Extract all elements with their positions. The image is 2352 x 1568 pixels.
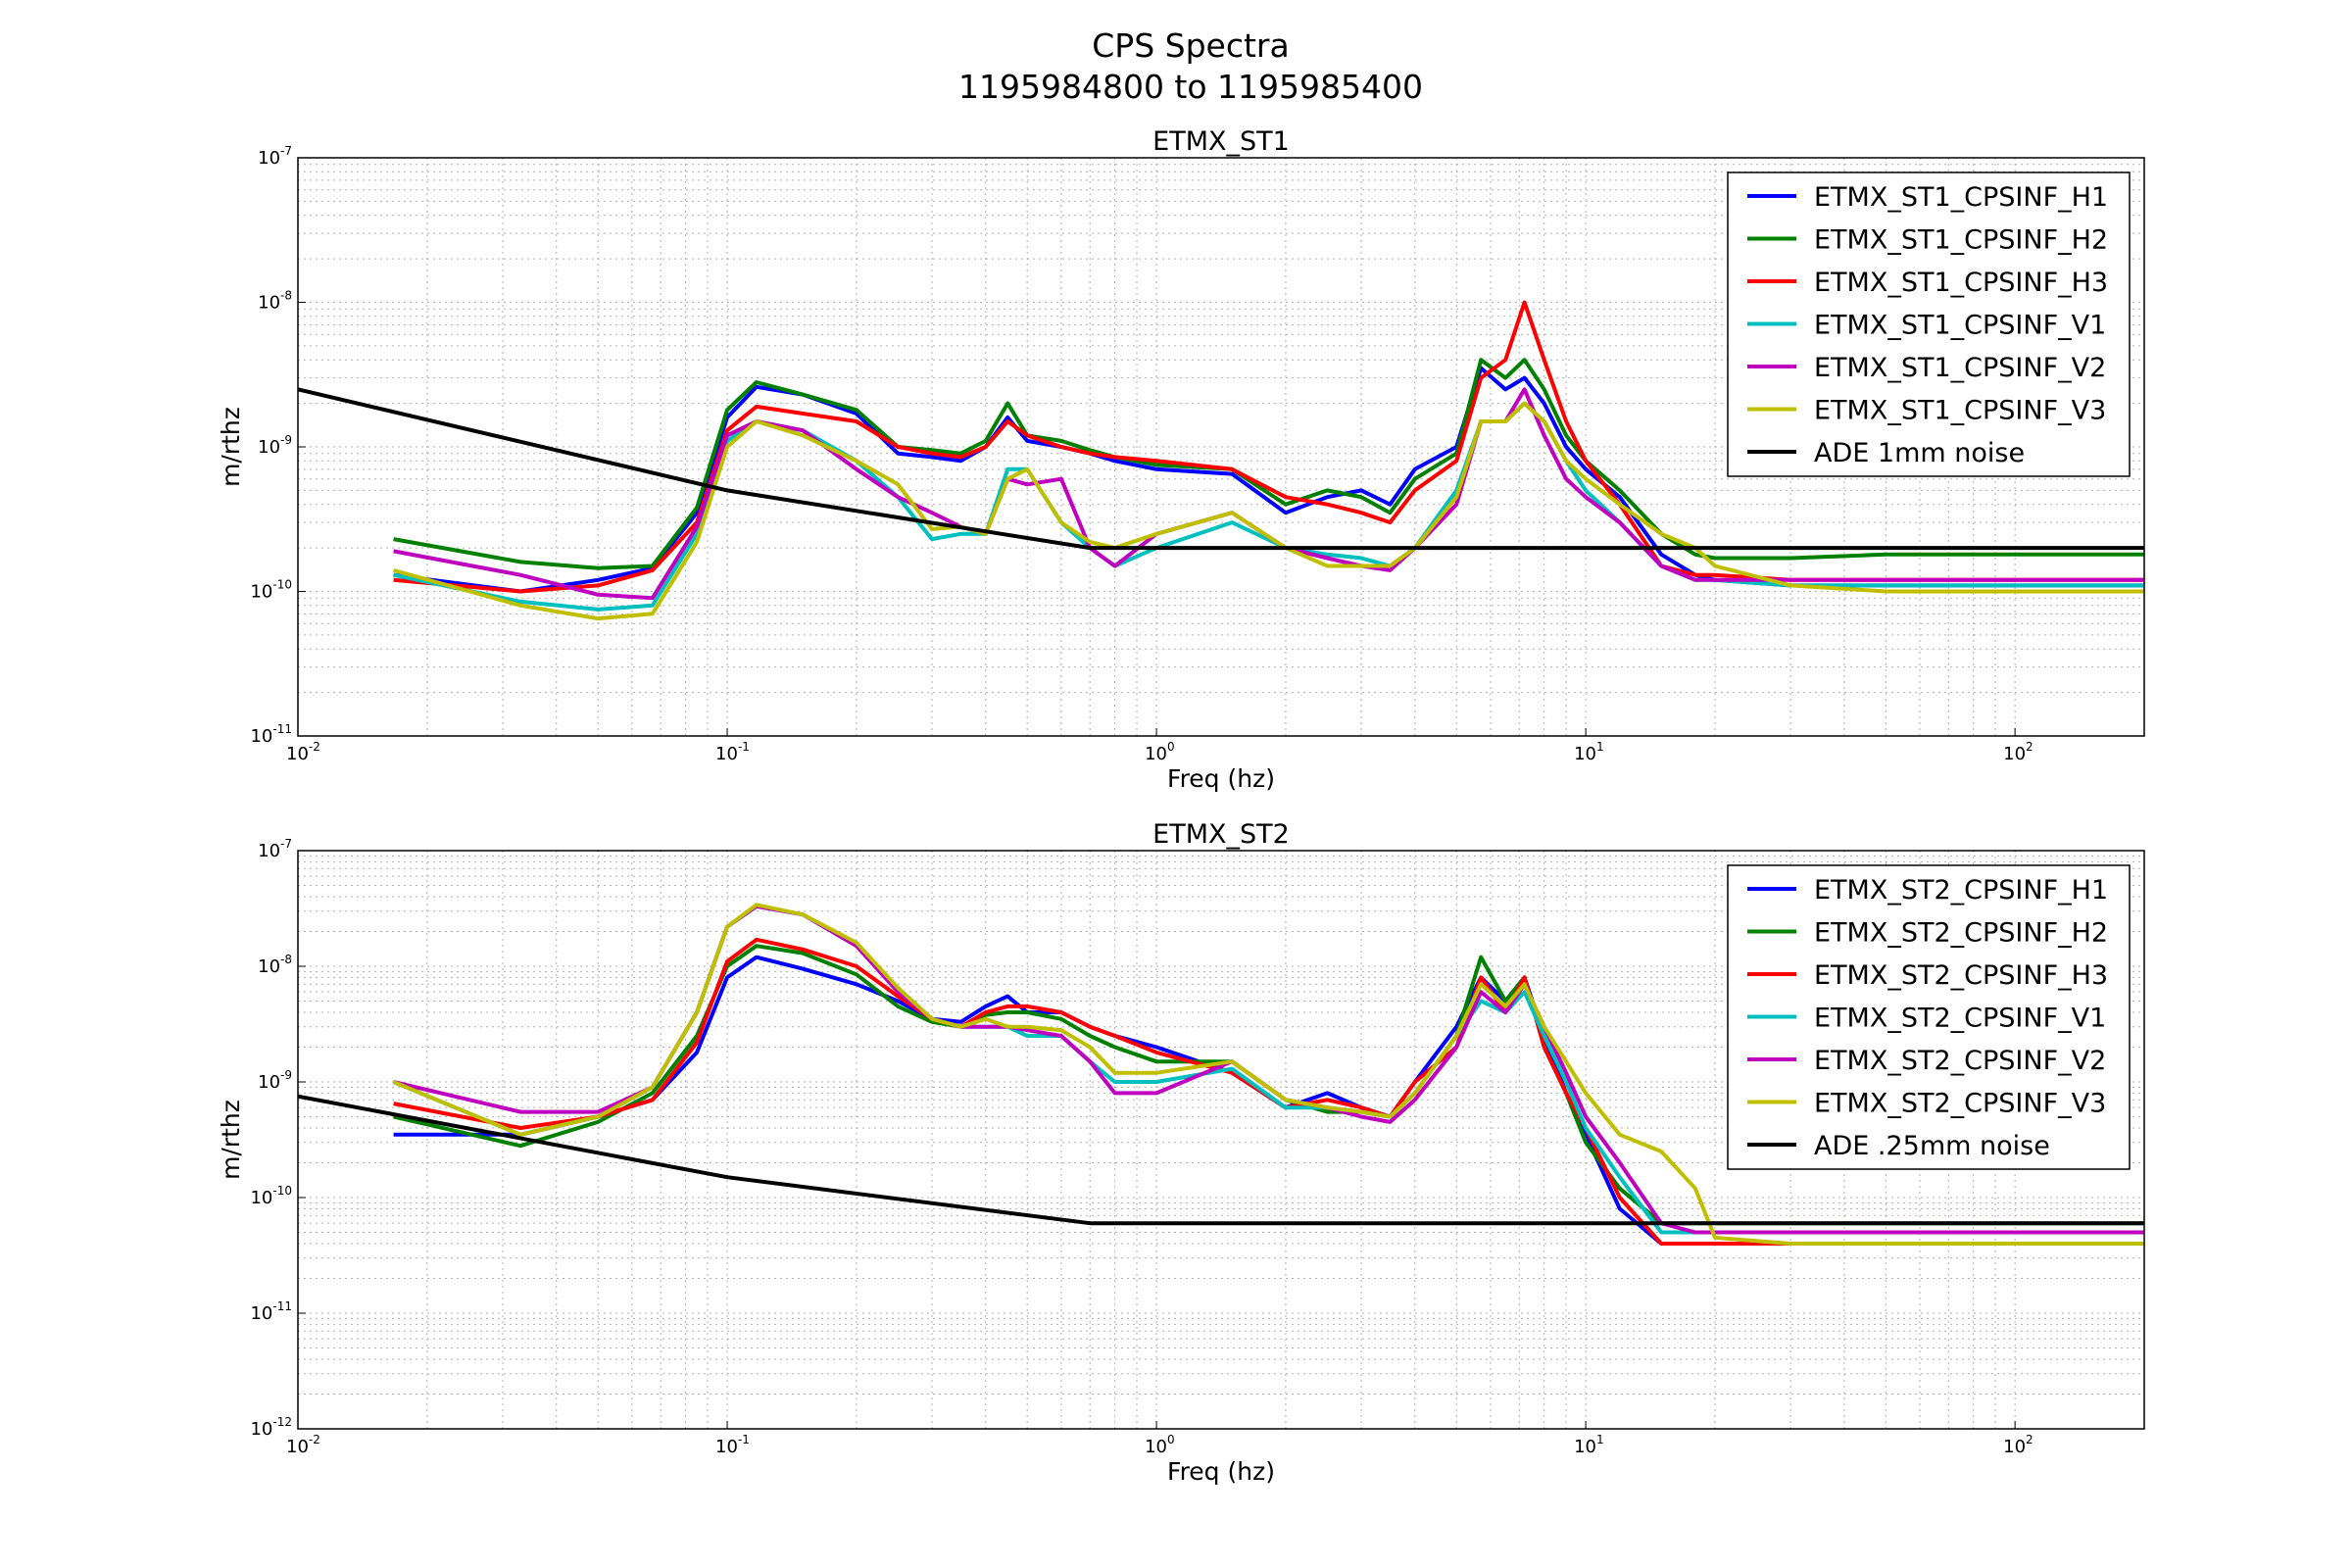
legend-label: ETMX_ST1_CPSINF_H3 [1814, 268, 2108, 298]
x-tick-labels: 10-2 10-1 100 101 102 [286, 1421, 2034, 1457]
series-line-etmx-st1-cpsinf-h1 [393, 366, 2144, 594]
y-axis-label: m/rthz [217, 1100, 245, 1180]
x-tick-label: 102 [2003, 740, 2034, 764]
x-axis-label: Freq (hz) [1167, 764, 1275, 793]
y-tick-label: 10-7 [258, 837, 292, 861]
legend-label: ETMX_ST2_CPSINF_V3 [1814, 1089, 2106, 1119]
panel-etmx-st1: 10-2 10-1 100 101 102 10-11 10-10 10-9 10-8 10-7 E… [217, 126, 2145, 793]
y-tick-label: 10-10 [250, 578, 292, 603]
series-line-ade-1mm-noise [298, 387, 2144, 551]
x-tick-label: 10-1 [715, 1433, 750, 1457]
x-tick-label: 10-2 [286, 740, 320, 764]
series-line-etmx-st1-cpsinf-h2 [393, 358, 2144, 570]
legend-label: ETMX_ST1_CPSINF_H1 [1814, 182, 2108, 213]
x-tick-label: 100 [1145, 1433, 1175, 1457]
legend-label: ETMX_ST1_CPSINF_V1 [1814, 311, 2106, 341]
x-tick-label: 101 [1574, 740, 1604, 764]
y-tick-label: 10-8 [258, 289, 292, 314]
y-tick-label: 10-10 [250, 1184, 292, 1208]
legend-label: ETMX_ST1_CPSINF_V2 [1814, 353, 2106, 383]
series-line-ade-25mm-noise [298, 1094, 2144, 1226]
legend: ETMX_ST2_CPSINF_H1 ETMX_ST2_CPSINF_H2 ETMX… [1727, 864, 2131, 1170]
legend-label: ETMX_ST1_CPSINF_H2 [1814, 225, 2108, 256]
series-line-etmx-st1-cpsinf-h3 [393, 300, 2144, 594]
x-tick-labels: 10-2 10-1 100 101 102 [286, 728, 2034, 764]
y-tick-label: 10-7 [258, 144, 292, 169]
x-tick-label: 102 [2003, 1433, 2034, 1457]
y-tick-label: 10-9 [258, 1068, 292, 1093]
axes-title: ETMX_ST2 [1152, 819, 1290, 850]
legend-label: ETMX_ST2_CPSINF_H2 [1814, 918, 2108, 949]
series-line-etmx-st2-cpsinf-v3 [392, 903, 2144, 1246]
y-axis-label: m/rthz [217, 407, 245, 487]
legend-label: ETMX_ST2_CPSINF_H1 [1814, 875, 2108, 906]
y-tick-label: 10-11 [250, 722, 292, 747]
legend-label: ETMX_ST2_CPSINF_H3 [1814, 960, 2108, 991]
series-line-etmx-st1-cpsinf-v3 [393, 401, 2144, 621]
y-tick-labels: 10-12 10-11 10-10 10-9 10-8 10-7 [250, 837, 306, 1440]
x-tick-label: 10-1 [715, 740, 750, 764]
panel-etmx-st2: 10-2 10-1 100 101 102 10-12 10-11 10-10 10-9 10-8… [217, 819, 2145, 1486]
series-group [298, 903, 2144, 1246]
series-group [298, 300, 2144, 621]
x-tick-label: 101 [1574, 1433, 1604, 1457]
legend: ETMX_ST1_CPSINF_H1 ETMX_ST1_CPSINF_H2 ETMX… [1727, 172, 2131, 477]
x-tick-label: 100 [1145, 740, 1175, 764]
legend-label: ETMX_ST2_CPSINF_V2 [1814, 1046, 2106, 1076]
y-tick-label: 10-12 [250, 1415, 292, 1440]
y-tick-label: 10-8 [258, 953, 292, 977]
y-tick-labels: 10-11 10-10 10-9 10-8 10-7 [250, 144, 306, 747]
axes-title: ETMX_ST1 [1152, 126, 1290, 157]
legend-label: ETMX_ST1_CPSINF_V3 [1814, 396, 2106, 426]
legend-label: ETMX_ST2_CPSINF_V1 [1814, 1004, 2106, 1034]
x-tick-label: 10-2 [286, 1433, 320, 1457]
legend-label: ADE 1mm noise [1814, 438, 2025, 468]
x-axis-label: Freq (hz) [1167, 1457, 1275, 1486]
figure-title: CPS Spectra [1092, 26, 1289, 65]
y-tick-label: 10-9 [258, 433, 292, 458]
legend-label: ADE .25mm noise [1814, 1131, 2050, 1161]
axes-frame [297, 850, 2145, 1430]
y-tick-label: 10-11 [250, 1299, 292, 1324]
figure-subtitle: 1195984800 to 1195985400 [958, 68, 1423, 106]
